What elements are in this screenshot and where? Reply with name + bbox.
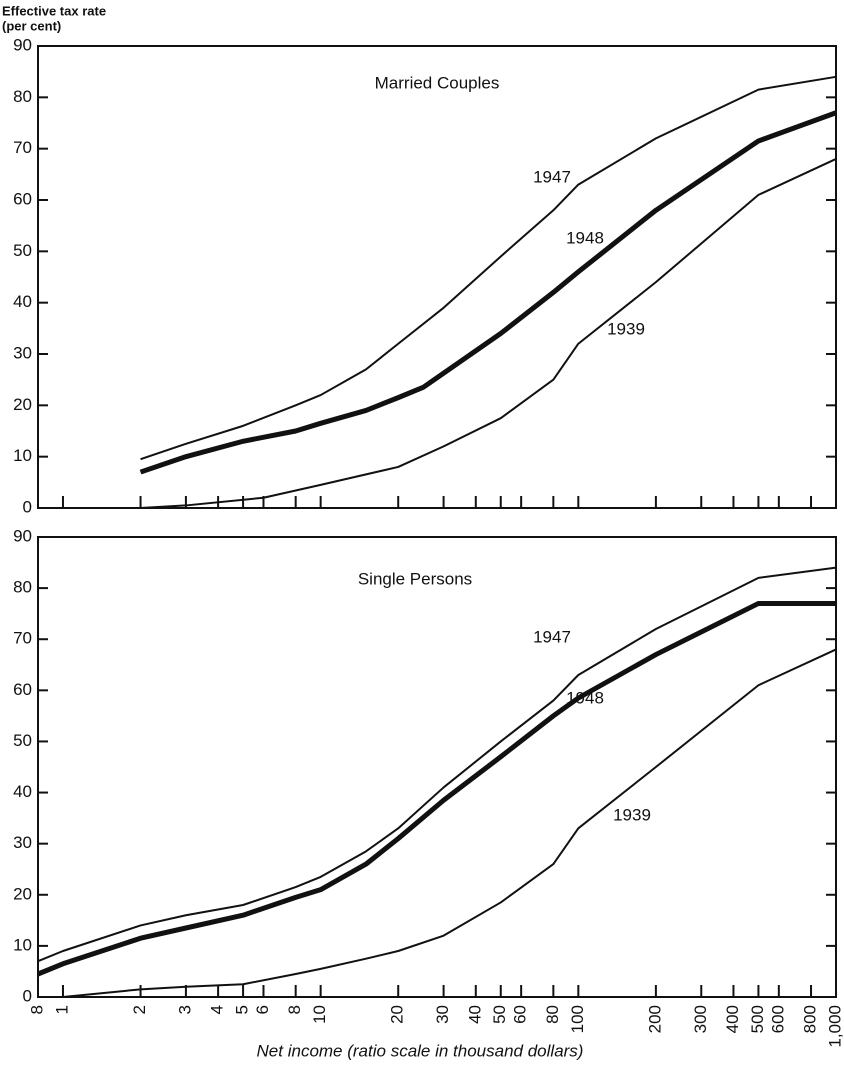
panel-title: Married Couples <box>375 73 500 92</box>
x-tick-label: 300 <box>691 1005 710 1033</box>
x-tick-label: 80 <box>543 1005 562 1024</box>
x-tick-label: 400 <box>723 1005 742 1033</box>
x-tick-label: 800 <box>801 1005 820 1033</box>
x-tick-label: 60 <box>511 1005 530 1024</box>
series-label: 1947 <box>533 627 571 646</box>
x-tick-label: 1 <box>52 1005 71 1014</box>
x-tick-label: 50 <box>490 1005 509 1024</box>
series-label: 1948 <box>566 688 604 707</box>
y-tick-label: 0 <box>23 497 32 516</box>
y-tick-label: 50 <box>13 731 32 750</box>
y-tick-label: 10 <box>13 935 32 954</box>
series-line <box>37 600 836 977</box>
series-line <box>37 566 837 963</box>
series-label: 1939 <box>607 319 645 338</box>
y-tick-label: 30 <box>13 343 32 362</box>
x-tick-label: 500 <box>748 1005 767 1033</box>
x-tick-label: 3 <box>175 1005 194 1014</box>
y-tick-label: 60 <box>13 680 32 699</box>
x-tick-label: 100 <box>568 1005 587 1033</box>
series-line <box>139 110 837 475</box>
x-tick-label: 40 <box>465 1005 484 1024</box>
y-tick-label: 40 <box>13 292 32 311</box>
panel-title: Single Persons <box>358 569 472 588</box>
series-label: 1948 <box>566 228 604 247</box>
x-tick-label: 600 <box>768 1005 787 1033</box>
series-line <box>140 75 837 461</box>
y-tick-label: 80 <box>13 87 32 106</box>
x-tick-label: 4 <box>208 1005 227 1014</box>
x-tick-label: 10 <box>310 1005 329 1024</box>
series-label: 1939 <box>613 805 651 824</box>
y-tick-label: 10 <box>13 446 32 465</box>
y-tick-label: 80 <box>13 578 32 597</box>
y-axis-label: Effective tax rate <box>2 3 106 18</box>
x-axis-label: Net income (ratio scale in thousand doll… <box>257 1041 584 1060</box>
x-tick-label: 200 <box>645 1005 664 1033</box>
y-tick-label: 0 <box>23 986 32 1005</box>
x-tick-label: 20 <box>388 1005 407 1024</box>
x-tick-label: 6 <box>253 1005 272 1014</box>
series-line <box>62 648 837 998</box>
x-tick-label: 2 <box>130 1005 149 1014</box>
x-tick-label: 8 <box>285 1005 304 1014</box>
x-tick-label: 30 <box>433 1005 452 1024</box>
y-axis-label: (per cent) <box>2 18 61 33</box>
y-tick-label: 40 <box>13 782 32 801</box>
x-tick-label: 5 <box>233 1005 252 1014</box>
x-tick-label: 8 <box>27 1005 46 1014</box>
y-tick-label: 70 <box>13 629 32 648</box>
plot-frame <box>37 45 837 509</box>
y-tick-label: 70 <box>13 138 32 157</box>
y-tick-label: 90 <box>13 35 32 54</box>
y-tick-label: 60 <box>13 189 32 208</box>
y-tick-label: 20 <box>13 884 32 903</box>
y-tick-label: 90 <box>13 526 32 545</box>
series-line <box>140 158 837 509</box>
x-tick-label: 1,000 <box>825 1005 844 1048</box>
plot-frame <box>37 536 837 998</box>
y-tick-label: 50 <box>13 241 32 260</box>
y-tick-label: 30 <box>13 833 32 852</box>
series-label: 1947 <box>533 167 571 186</box>
y-tick-label: 20 <box>13 395 32 414</box>
